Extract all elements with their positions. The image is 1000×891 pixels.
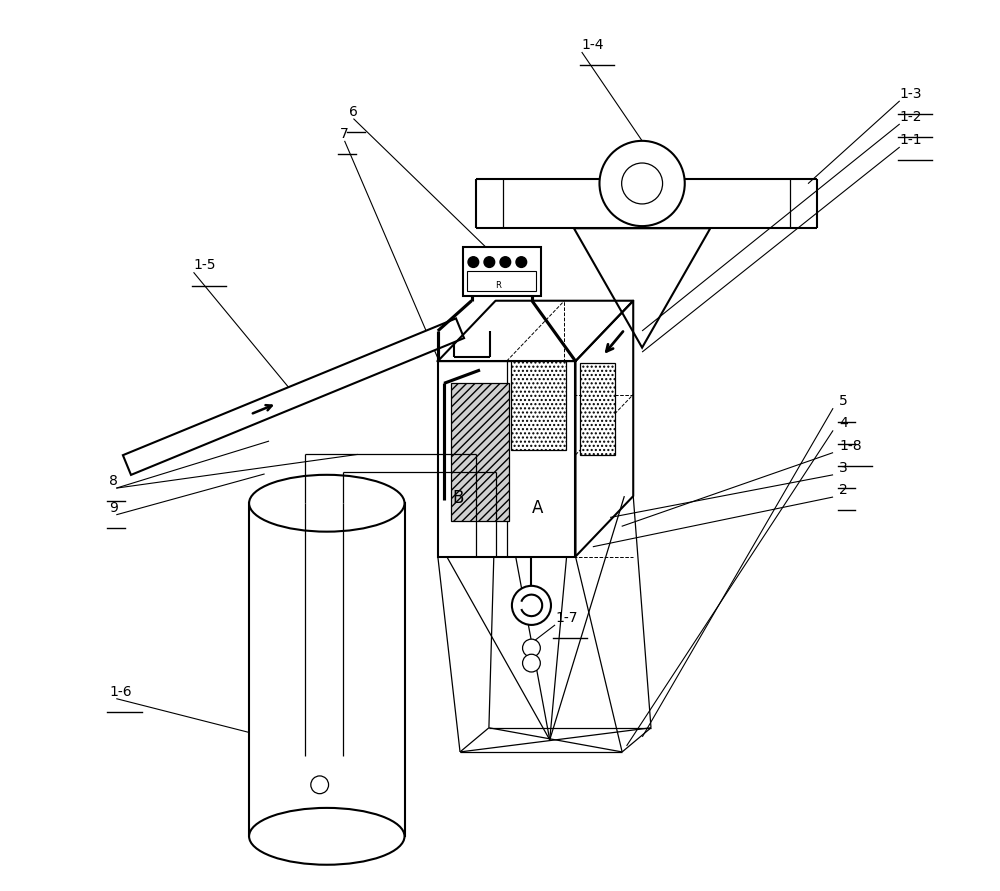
- Text: 4: 4: [839, 416, 848, 430]
- Circle shape: [484, 257, 495, 267]
- Text: 5: 5: [839, 394, 848, 408]
- Text: 1-5: 1-5: [194, 258, 216, 273]
- Bar: [438, 361, 575, 557]
- Text: 6: 6: [349, 104, 358, 119]
- Circle shape: [523, 654, 540, 672]
- Text: 1-2: 1-2: [900, 110, 922, 124]
- Text: 1-8: 1-8: [839, 438, 862, 453]
- Text: 1-1: 1-1: [900, 133, 922, 147]
- Text: 8: 8: [109, 474, 118, 488]
- Ellipse shape: [249, 475, 405, 532]
- Text: 9: 9: [109, 501, 118, 515]
- Circle shape: [512, 586, 551, 625]
- Polygon shape: [123, 318, 464, 475]
- Bar: [463, 248, 541, 297]
- Circle shape: [311, 776, 329, 794]
- Bar: [451, 383, 509, 521]
- Text: 3: 3: [839, 461, 848, 475]
- Text: 1-3: 1-3: [900, 86, 922, 101]
- Text: A: A: [532, 499, 543, 517]
- Text: 1-7: 1-7: [555, 611, 578, 625]
- Circle shape: [516, 257, 527, 267]
- Bar: [580, 363, 615, 455]
- Bar: [467, 272, 536, 291]
- Text: 1-6: 1-6: [109, 684, 132, 699]
- Text: 1-4: 1-4: [582, 38, 604, 52]
- Bar: [511, 361, 566, 451]
- Ellipse shape: [249, 808, 405, 865]
- Text: 2: 2: [839, 483, 848, 497]
- Bar: [249, 503, 405, 837]
- Text: B: B: [452, 489, 463, 507]
- Circle shape: [523, 639, 540, 657]
- Circle shape: [599, 141, 685, 226]
- Text: R: R: [495, 281, 501, 290]
- Circle shape: [468, 257, 479, 267]
- Text: 7: 7: [340, 127, 349, 141]
- Circle shape: [500, 257, 511, 267]
- Circle shape: [622, 163, 663, 204]
